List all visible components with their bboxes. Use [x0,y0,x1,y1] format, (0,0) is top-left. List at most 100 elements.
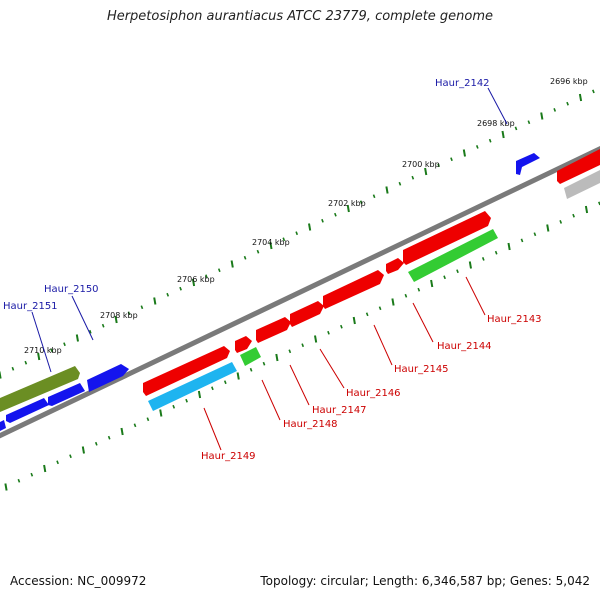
gene-haur-2143[interactable] [557,149,600,184]
gene-haur-2142[interactable] [516,153,540,175]
gene-grey-feature[interactable] [564,170,600,199]
tick-minor [404,293,408,298]
tick-major [120,427,124,436]
reverse-strand-features [0,170,600,431]
tick-minor [443,275,446,280]
tick-minor [223,380,227,385]
tick-minor [398,181,402,186]
tick-major [346,204,350,213]
tick-minor [533,232,537,237]
gene-cyan-feature[interactable] [148,362,237,411]
tick-minor [133,423,137,428]
tick-major [424,167,428,176]
tick-minor [488,138,492,143]
leader-haur-2146 [319,348,345,389]
tick-minor [249,367,253,372]
tick-minor [211,386,214,391]
tick-minor [256,249,260,254]
tick-minor [520,238,524,243]
tick-major [43,464,47,473]
topology-text: Topology: circular; Length: 6,346,587 bp… [260,574,590,588]
tick-minor [527,120,531,125]
inner-tick-ring [4,201,600,491]
tick-major [430,279,434,288]
gene-label-haur-2151: Haur_2151 [3,301,58,312]
map-title: Herpetosiphon aurantiacus ATCC 23779, co… [106,9,494,24]
label-leaders [31,87,508,451]
genome-backbone [0,146,600,439]
tick-major [114,315,118,324]
tick-minor [494,250,498,255]
tick-minor [17,478,21,483]
kbp-label-2710: 2710 kbp [24,346,62,355]
tick-minor [559,220,563,224]
tick-minor [94,441,98,446]
gene-haur-2148-b[interactable] [235,336,252,353]
gene-label-haur-2148: Haur_2148 [283,419,338,430]
gene-label-haur-2142: Haur_2142 [435,78,490,89]
tick-major [275,353,279,362]
tick-major [501,130,505,139]
kbp-label-2696: 2696 kbp [550,77,588,86]
tick-minor [456,269,459,274]
gene-haur-2146[interactable] [323,270,384,309]
tick-major [81,446,85,454]
gene-haur-2147[interactable] [290,301,324,327]
leader-haur-2149 [203,407,222,451]
tick-minor [282,237,286,242]
gene-green-short[interactable] [240,347,261,366]
tick-minor [481,257,485,261]
gene-haur-2145[interactable] [386,258,404,274]
tick-minor [295,231,299,236]
tick-minor [63,342,66,347]
tick-minor [11,366,15,371]
tick-major [314,335,318,343]
tick-minor [365,312,369,317]
gene-haur-2149[interactable] [143,346,230,396]
gene-blue-edge[interactable] [0,420,6,431]
tick-minor [24,360,28,365]
tick-minor [437,163,440,168]
tick-minor [572,213,575,218]
kbp-label-2704: 2704 kbp [252,238,290,247]
tick-minor [107,435,111,440]
tick-minor [592,89,595,94]
gene-haur-2151[interactable] [6,398,49,423]
tick-minor [30,472,34,477]
tick-major [308,223,312,231]
gene-haur-2144[interactable] [403,211,491,265]
tick-major [578,93,583,102]
tick-major [584,205,589,214]
tick-minor [450,157,453,162]
tick-major [197,390,202,399]
tick-minor [417,287,421,292]
gene-olive-feature[interactable] [0,366,80,412]
tick-major [191,278,196,287]
tick-minor [50,348,53,353]
gene-green-long[interactable] [408,229,498,282]
gene-haur-2150[interactable] [87,364,129,392]
tick-minor [566,101,569,106]
tick-minor [359,200,363,205]
tick-minor [179,286,182,291]
gene-haur-2148[interactable] [256,317,291,343]
tick-minor [514,126,518,131]
tick-minor [101,323,105,328]
leader-haur-2151 [31,311,52,373]
outer-tick-ring [0,89,595,379]
tick-minor [334,212,337,217]
tick-minor [140,305,144,310]
kbp-label-2702: 2702 kbp [328,199,366,208]
leader-haur-2143 [465,276,486,316]
tick-minor [69,454,72,459]
tick-minor [146,417,150,422]
gene-blue-reverse[interactable] [48,383,85,406]
tick-major [0,371,2,379]
tick-minor [340,324,343,329]
tick-major [385,186,389,194]
accession-text: Accession: NC_009972 [10,574,147,588]
leader-haur-2142 [487,87,508,125]
tick-major [269,241,273,250]
forward-strand-features [0,149,600,412]
